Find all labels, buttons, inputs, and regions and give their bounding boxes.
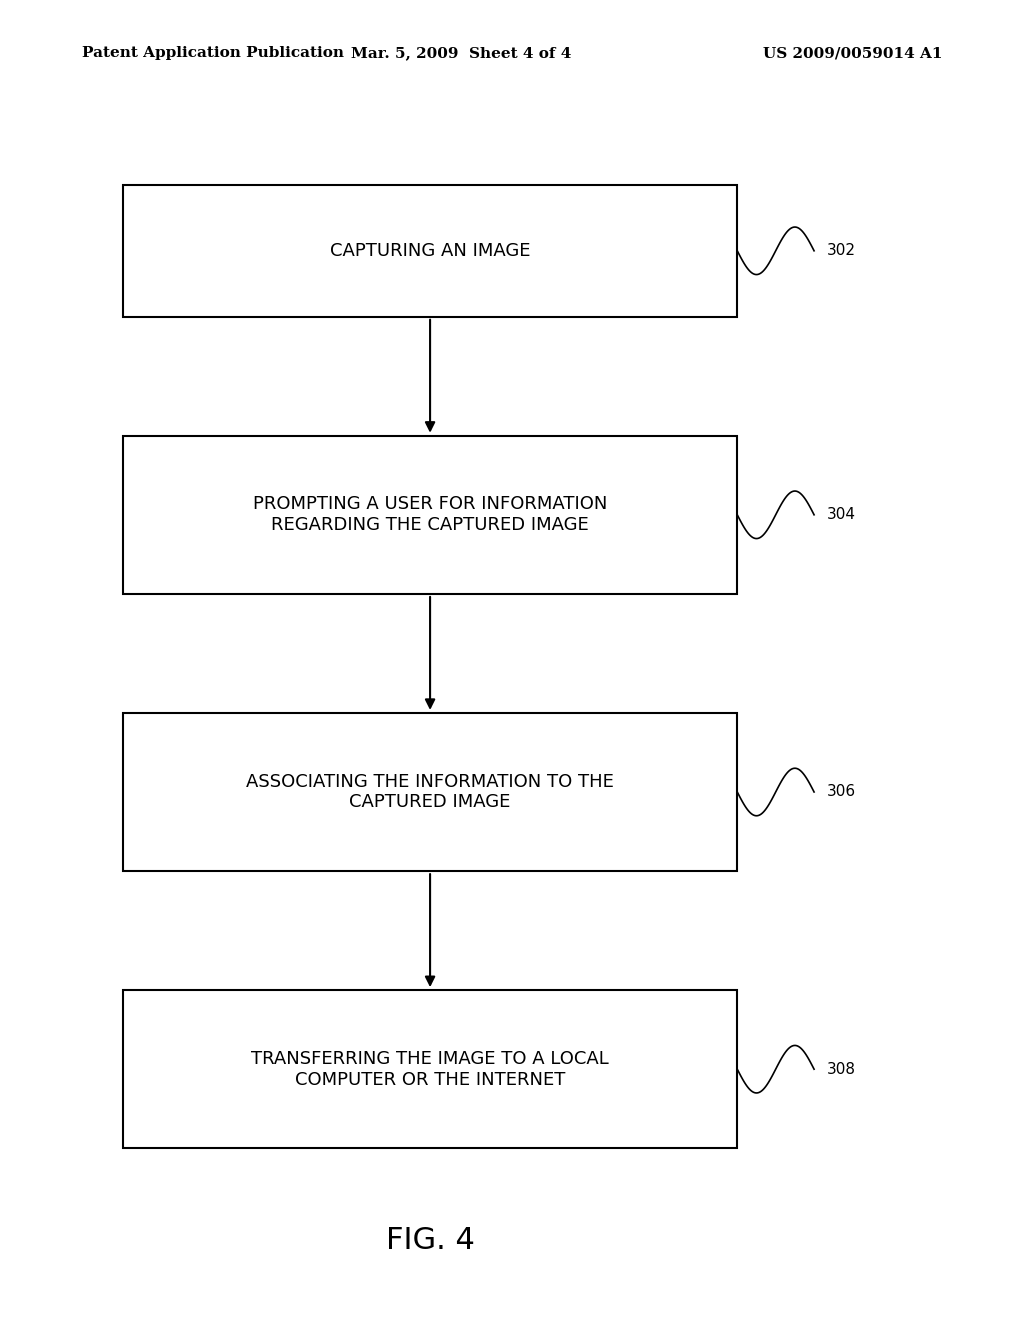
FancyBboxPatch shape	[123, 185, 737, 317]
FancyBboxPatch shape	[123, 990, 737, 1148]
FancyBboxPatch shape	[123, 713, 737, 871]
Text: US 2009/0059014 A1: US 2009/0059014 A1	[763, 46, 942, 61]
Text: 306: 306	[826, 784, 855, 800]
Text: 308: 308	[826, 1061, 855, 1077]
FancyBboxPatch shape	[123, 436, 737, 594]
Text: Mar. 5, 2009  Sheet 4 of 4: Mar. 5, 2009 Sheet 4 of 4	[350, 46, 571, 61]
Text: PROMPTING A USER FOR INFORMATION
REGARDING THE CAPTURED IMAGE: PROMPTING A USER FOR INFORMATION REGARDI…	[253, 495, 607, 535]
Text: 302: 302	[826, 243, 855, 259]
Text: ASSOCIATING THE INFORMATION TO THE
CAPTURED IMAGE: ASSOCIATING THE INFORMATION TO THE CAPTU…	[246, 772, 614, 812]
Text: Patent Application Publication: Patent Application Publication	[82, 46, 344, 61]
FancyArrowPatch shape	[426, 597, 434, 708]
FancyArrowPatch shape	[426, 319, 434, 430]
FancyArrowPatch shape	[426, 874, 434, 985]
Text: FIG. 4: FIG. 4	[386, 1226, 474, 1255]
Text: CAPTURING AN IMAGE: CAPTURING AN IMAGE	[330, 242, 530, 260]
Text: 304: 304	[826, 507, 855, 523]
Text: TRANSFERRING THE IMAGE TO A LOCAL
COMPUTER OR THE INTERNET: TRANSFERRING THE IMAGE TO A LOCAL COMPUT…	[251, 1049, 609, 1089]
